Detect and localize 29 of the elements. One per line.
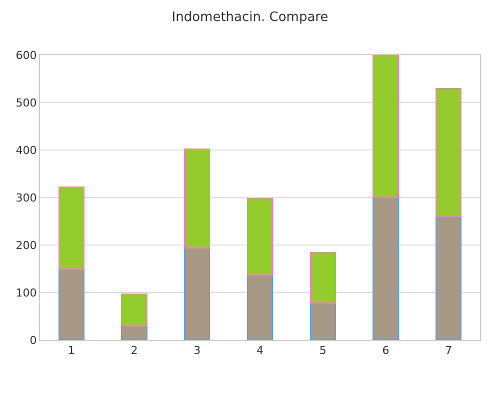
x-tick-label: 1 (68, 344, 75, 358)
y-tick-label: 100 (16, 286, 37, 300)
x-tick-label: 2 (130, 344, 138, 358)
bar (372, 55, 399, 198)
x-tick-label: 7 (445, 344, 452, 358)
bar (184, 247, 210, 340)
bar (310, 252, 336, 304)
bar (310, 302, 336, 340)
chart-title: Indomethacin. Compare (172, 10, 328, 26)
y-tick-label: 300 (16, 191, 37, 204)
y-tick-label: 500 (16, 96, 37, 110)
bar (246, 274, 274, 340)
y-tick-label: 600 (16, 48, 37, 62)
bar (246, 198, 274, 276)
y-tick-label: 0 (30, 334, 37, 347)
x-tick-label: 6 (382, 344, 390, 358)
bar (121, 325, 148, 340)
bar (436, 216, 462, 340)
y-tick-label: 200 (16, 238, 37, 252)
bar (121, 293, 148, 326)
x-tick-label: 4 (256, 344, 264, 358)
x-tick-label: 3 (194, 344, 201, 358)
bar (184, 148, 210, 248)
bar (372, 197, 399, 340)
bar (58, 186, 84, 270)
y-tick-label: 400 (16, 144, 37, 157)
bar (58, 268, 84, 340)
bar (436, 88, 462, 217)
x-tick-label: 5 (319, 344, 326, 358)
